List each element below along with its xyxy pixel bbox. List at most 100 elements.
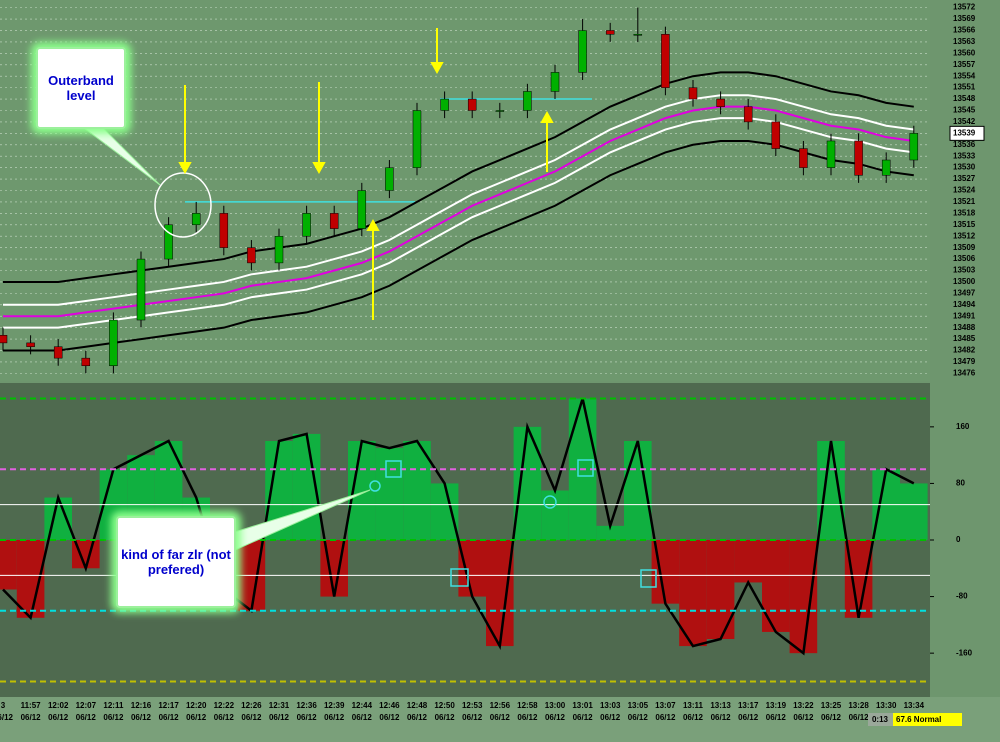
x-tick-label: 12:02 bbox=[48, 701, 69, 710]
x-tick-label: 13:03 bbox=[600, 701, 621, 710]
x-date-label: 06/12 bbox=[490, 713, 511, 722]
band-line bbox=[3, 139, 914, 352]
x-tick-label: 12:39 bbox=[324, 701, 345, 710]
x-tick-label: 13:01 bbox=[572, 701, 593, 710]
x-date-label: 06/12 bbox=[269, 713, 290, 722]
candle-body bbox=[412, 110, 422, 168]
x-tick-label: 13:05 bbox=[628, 701, 649, 710]
band-line bbox=[3, 117, 914, 329]
candle-body bbox=[661, 34, 670, 88]
y-tick-label: 13536 bbox=[953, 140, 976, 149]
x-tick-label: 13:00 bbox=[545, 701, 566, 710]
x-date-label: 06/12 bbox=[766, 713, 787, 722]
x-tick-label: 12:22 bbox=[214, 701, 235, 710]
y-tick-label: 13551 bbox=[953, 83, 976, 92]
oscillator-bar bbox=[403, 440, 431, 540]
candle-body bbox=[495, 110, 505, 112]
x-date-label: 06/12 bbox=[186, 713, 207, 722]
y-tick-label: 13509 bbox=[953, 243, 976, 252]
y-tick-label: 13515 bbox=[953, 220, 976, 229]
candle-body bbox=[0, 335, 8, 344]
oscillator-bar bbox=[513, 426, 542, 540]
x-tick-label: 13:25 bbox=[821, 701, 842, 710]
y-tick-label: 13530 bbox=[953, 163, 976, 172]
y-tick-label: 13521 bbox=[953, 197, 976, 206]
x-tick-label: 13:17 bbox=[738, 701, 759, 710]
oscillator-bar bbox=[789, 540, 818, 654]
band-line bbox=[3, 94, 914, 306]
x-date-label: 06/12 bbox=[48, 713, 69, 722]
candle-body bbox=[26, 342, 35, 347]
candle-body bbox=[605, 30, 615, 35]
oscillator-bar bbox=[706, 540, 735, 640]
band-line bbox=[3, 105, 914, 318]
candle-body bbox=[191, 213, 201, 226]
x-date-label: 06/12 bbox=[821, 713, 842, 722]
x-tick-label: 12:56 bbox=[490, 701, 511, 710]
y-tick-label: 13533 bbox=[953, 151, 976, 160]
y-tick-label: 13554 bbox=[953, 71, 976, 80]
y-tick-label: 13542 bbox=[953, 117, 976, 126]
x-date-label: 06/12 bbox=[435, 713, 456, 722]
candle-body bbox=[688, 87, 698, 100]
band-line bbox=[3, 71, 914, 283]
right-axis bbox=[930, 0, 1000, 697]
x-date-label: 06/12 bbox=[103, 713, 124, 722]
status-mode: 67.6 Normal bbox=[896, 715, 941, 724]
x-date-label: 06/12 bbox=[159, 713, 180, 722]
candle-body bbox=[716, 98, 725, 107]
candle-body bbox=[329, 213, 339, 229]
x-tick-label: 12:07 bbox=[76, 701, 97, 710]
x-date-label: 06/12 bbox=[462, 713, 483, 722]
oscillator-bar bbox=[679, 540, 707, 647]
y-tick-label: 13479 bbox=[953, 357, 976, 366]
candle-body bbox=[826, 140, 836, 168]
candle-body bbox=[164, 224, 173, 260]
arrow-head bbox=[178, 162, 192, 175]
x-date-label: 06/12 bbox=[379, 713, 400, 722]
y-tick-label: 160 bbox=[956, 422, 970, 431]
oscillator-bar bbox=[762, 540, 790, 632]
y-tick-label: 13491 bbox=[953, 311, 976, 320]
candle-body bbox=[81, 357, 91, 367]
candle-body bbox=[743, 106, 753, 123]
x-date-label: 06/12 bbox=[655, 713, 676, 722]
x-date-label: 06/12 bbox=[131, 713, 152, 722]
marker bbox=[543, 495, 557, 509]
x-date-label: 06/12 bbox=[76, 713, 97, 722]
x-tick-label: 12:58 bbox=[517, 701, 538, 710]
oscillator-bar bbox=[596, 525, 624, 540]
x-date-label: 06/12 bbox=[711, 713, 732, 722]
y-tick-label: 13563 bbox=[953, 37, 976, 46]
x-tick-label: 13:34 bbox=[904, 701, 925, 710]
markers bbox=[369, 459, 657, 588]
x-date-label: 06/12 bbox=[545, 713, 566, 722]
marker bbox=[369, 480, 381, 492]
time-axis bbox=[0, 697, 1000, 742]
oscillator-bar bbox=[900, 483, 928, 540]
x-tick-label: 12:48 bbox=[407, 701, 428, 710]
candle-body bbox=[109, 319, 118, 367]
annotation: kind of far zlr (not prefered) bbox=[116, 516, 236, 608]
y-tick-label: 13518 bbox=[953, 208, 976, 217]
x-date-label: 06/12 bbox=[297, 713, 318, 722]
x-date-label: 06/12 bbox=[600, 713, 621, 722]
x-date-label: 06/12 bbox=[793, 713, 814, 722]
y-tick-label: 13494 bbox=[953, 300, 976, 309]
y-tick-label: 13476 bbox=[953, 368, 976, 377]
x-date-label: 06/12 bbox=[0, 713, 14, 722]
y-tick-label: 13500 bbox=[953, 277, 976, 286]
y-tick-label: 13560 bbox=[953, 48, 976, 57]
y-tick-label: 13497 bbox=[953, 288, 976, 297]
y-tick-label: 13482 bbox=[953, 346, 976, 355]
oscillator-bar bbox=[430, 483, 459, 540]
y-tick-label: 13524 bbox=[953, 186, 976, 195]
oscillator-bar bbox=[734, 540, 762, 583]
x-tick-label: 13:13 bbox=[710, 701, 731, 710]
y-tick-label: 0 bbox=[956, 535, 961, 544]
x-tick-label: 3 bbox=[1, 701, 6, 710]
oscillator-line bbox=[2, 398, 915, 656]
arrows bbox=[178, 28, 554, 320]
oscillator-bar bbox=[817, 440, 845, 540]
